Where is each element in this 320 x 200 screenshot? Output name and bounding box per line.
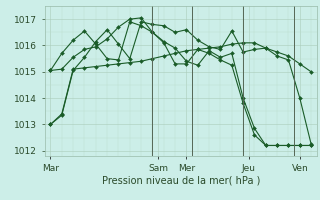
X-axis label: Pression niveau de la mer( hPa ): Pression niveau de la mer( hPa ) (102, 175, 260, 185)
